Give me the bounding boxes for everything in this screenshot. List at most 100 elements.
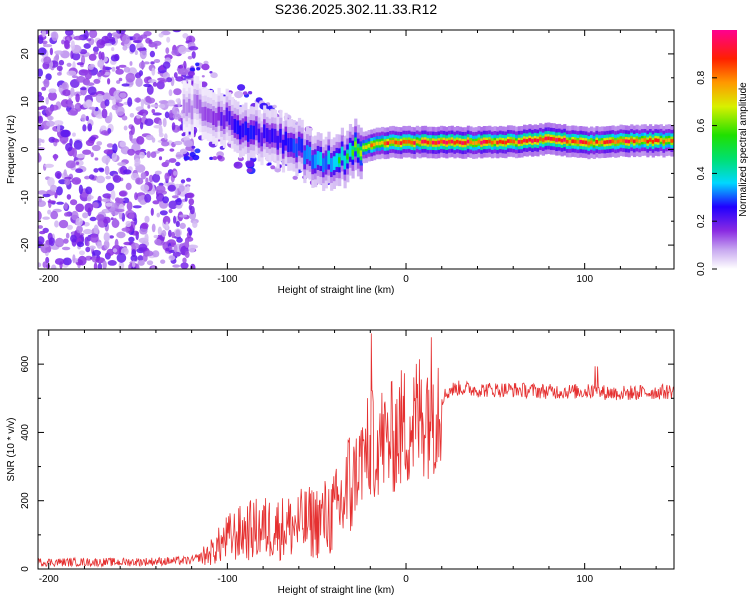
heatmap-cell	[236, 120, 240, 135]
heatmap-cell	[185, 102, 189, 117]
heatmap-cell	[167, 184, 176, 192]
heatmap-cell	[132, 260, 136, 268]
heatmap-cell	[343, 155, 347, 170]
heatmap-cell	[178, 185, 185, 192]
heatmap-content	[38, 30, 674, 269]
heatmap-cell	[166, 101, 176, 107]
heatmap-cell	[150, 61, 155, 65]
heatmap-cell	[498, 139, 503, 144]
heatmap-cell	[552, 137, 556, 141]
heatmap-cell	[359, 150, 363, 157]
heatmap-cell	[209, 109, 213, 123]
heatmap-cell	[86, 241, 90, 247]
heatmap-cell	[418, 140, 422, 145]
heatmap-cell	[576, 140, 580, 144]
heatmap-cell	[397, 141, 401, 145]
heatmap-cell	[41, 86, 47, 91]
heatmap-cell	[144, 215, 150, 223]
heatmap-cell	[62, 257, 72, 266]
heatmap-cell	[257, 128, 261, 143]
heatmap-cell	[194, 148, 201, 154]
heatmap-cell	[123, 66, 131, 73]
heatmap-cell	[125, 182, 132, 190]
heatmap-cell	[41, 30, 46, 38]
heatmap-cell	[101, 155, 111, 164]
heatmap-cell	[129, 113, 135, 118]
heatmap-cell	[76, 241, 85, 248]
heatmap-cell	[123, 125, 128, 131]
heatmap-cell	[239, 125, 243, 140]
heatmap-cell	[563, 138, 567, 142]
heatmap-cell	[188, 204, 193, 211]
heatmap-cell	[63, 202, 68, 210]
heatmap-cell	[107, 260, 117, 266]
heatmap-cell	[608, 139, 612, 144]
heatmap-cell	[54, 237, 65, 248]
heatmap-cell	[173, 215, 177, 224]
heatmap-cell	[102, 260, 107, 269]
heatmap-cell	[595, 140, 599, 144]
snr-series-line	[38, 333, 674, 568]
heatmap-cell	[590, 140, 594, 145]
heatmap-cell	[179, 148, 188, 155]
heatmap-cell	[182, 257, 187, 263]
heatmap-cell	[75, 168, 83, 173]
heatmap-cell	[151, 109, 156, 114]
heatmap-cell	[448, 139, 452, 144]
y-tick-label: 20	[20, 48, 31, 60]
heatmap-cell	[192, 220, 198, 228]
heatmap-cell	[171, 106, 178, 115]
heatmap-cell	[134, 158, 141, 166]
heatmap-cell	[85, 139, 95, 146]
heatmap-cell	[657, 138, 661, 143]
heatmap-cell	[56, 201, 64, 205]
colorbar-tick-label: 0.0	[696, 262, 707, 276]
heatmap-cell	[413, 141, 417, 145]
heatmap-cell	[180, 179, 186, 184]
heatmap-cell	[485, 140, 489, 144]
heatmap-cell	[557, 137, 562, 142]
x-tick-label: -100	[217, 274, 237, 285]
heatmap-cell	[531, 139, 535, 143]
heatmap-cell	[38, 36, 44, 44]
heatmap-cell	[161, 229, 167, 238]
heatmap-cell	[102, 65, 106, 75]
heatmap-cell	[249, 125, 253, 139]
heatmap-cell	[97, 262, 103, 269]
heatmap-cell	[335, 153, 339, 167]
y-tick-label: 600	[20, 355, 31, 372]
heatmap-cell	[196, 95, 200, 109]
heatmap-cell	[271, 128, 275, 143]
x-tick-label: -100	[217, 574, 237, 585]
heatmap-cell	[188, 46, 199, 51]
heatmap-cell	[171, 122, 176, 131]
heatmap-cell	[140, 200, 145, 205]
heatmap-cell	[122, 45, 128, 51]
heatmap-cell	[66, 224, 73, 230]
heatmap-cell	[466, 139, 470, 144]
heatmap-cell	[654, 138, 658, 142]
heatmap-cell	[46, 120, 55, 127]
heatmap-cell	[632, 139, 637, 144]
heatmap-cell	[45, 256, 50, 264]
heatmap-cell	[38, 225, 43, 229]
heatmap-cell	[127, 148, 135, 156]
heatmap-cell	[297, 136, 302, 151]
heatmap-cell	[445, 140, 449, 145]
heatmap-cell	[72, 132, 76, 137]
heatmap-cell	[154, 170, 162, 175]
heatmap-cell	[90, 152, 94, 158]
heatmap-cell	[83, 228, 93, 235]
heatmap-cell	[38, 111, 41, 117]
heatmap-cell	[71, 52, 81, 61]
heatmap-cell	[65, 30, 74, 36]
heatmap-cell	[43, 44, 53, 48]
heatmap-cell	[268, 129, 272, 144]
heatmap-cell	[189, 67, 195, 72]
heatmap-cell	[201, 63, 210, 71]
heatmap-cell	[284, 131, 288, 146]
heatmap-cell	[116, 231, 126, 239]
heatmap-cell	[179, 68, 189, 76]
heatmap-cell	[453, 140, 457, 145]
heatmap-cell	[105, 182, 115, 192]
